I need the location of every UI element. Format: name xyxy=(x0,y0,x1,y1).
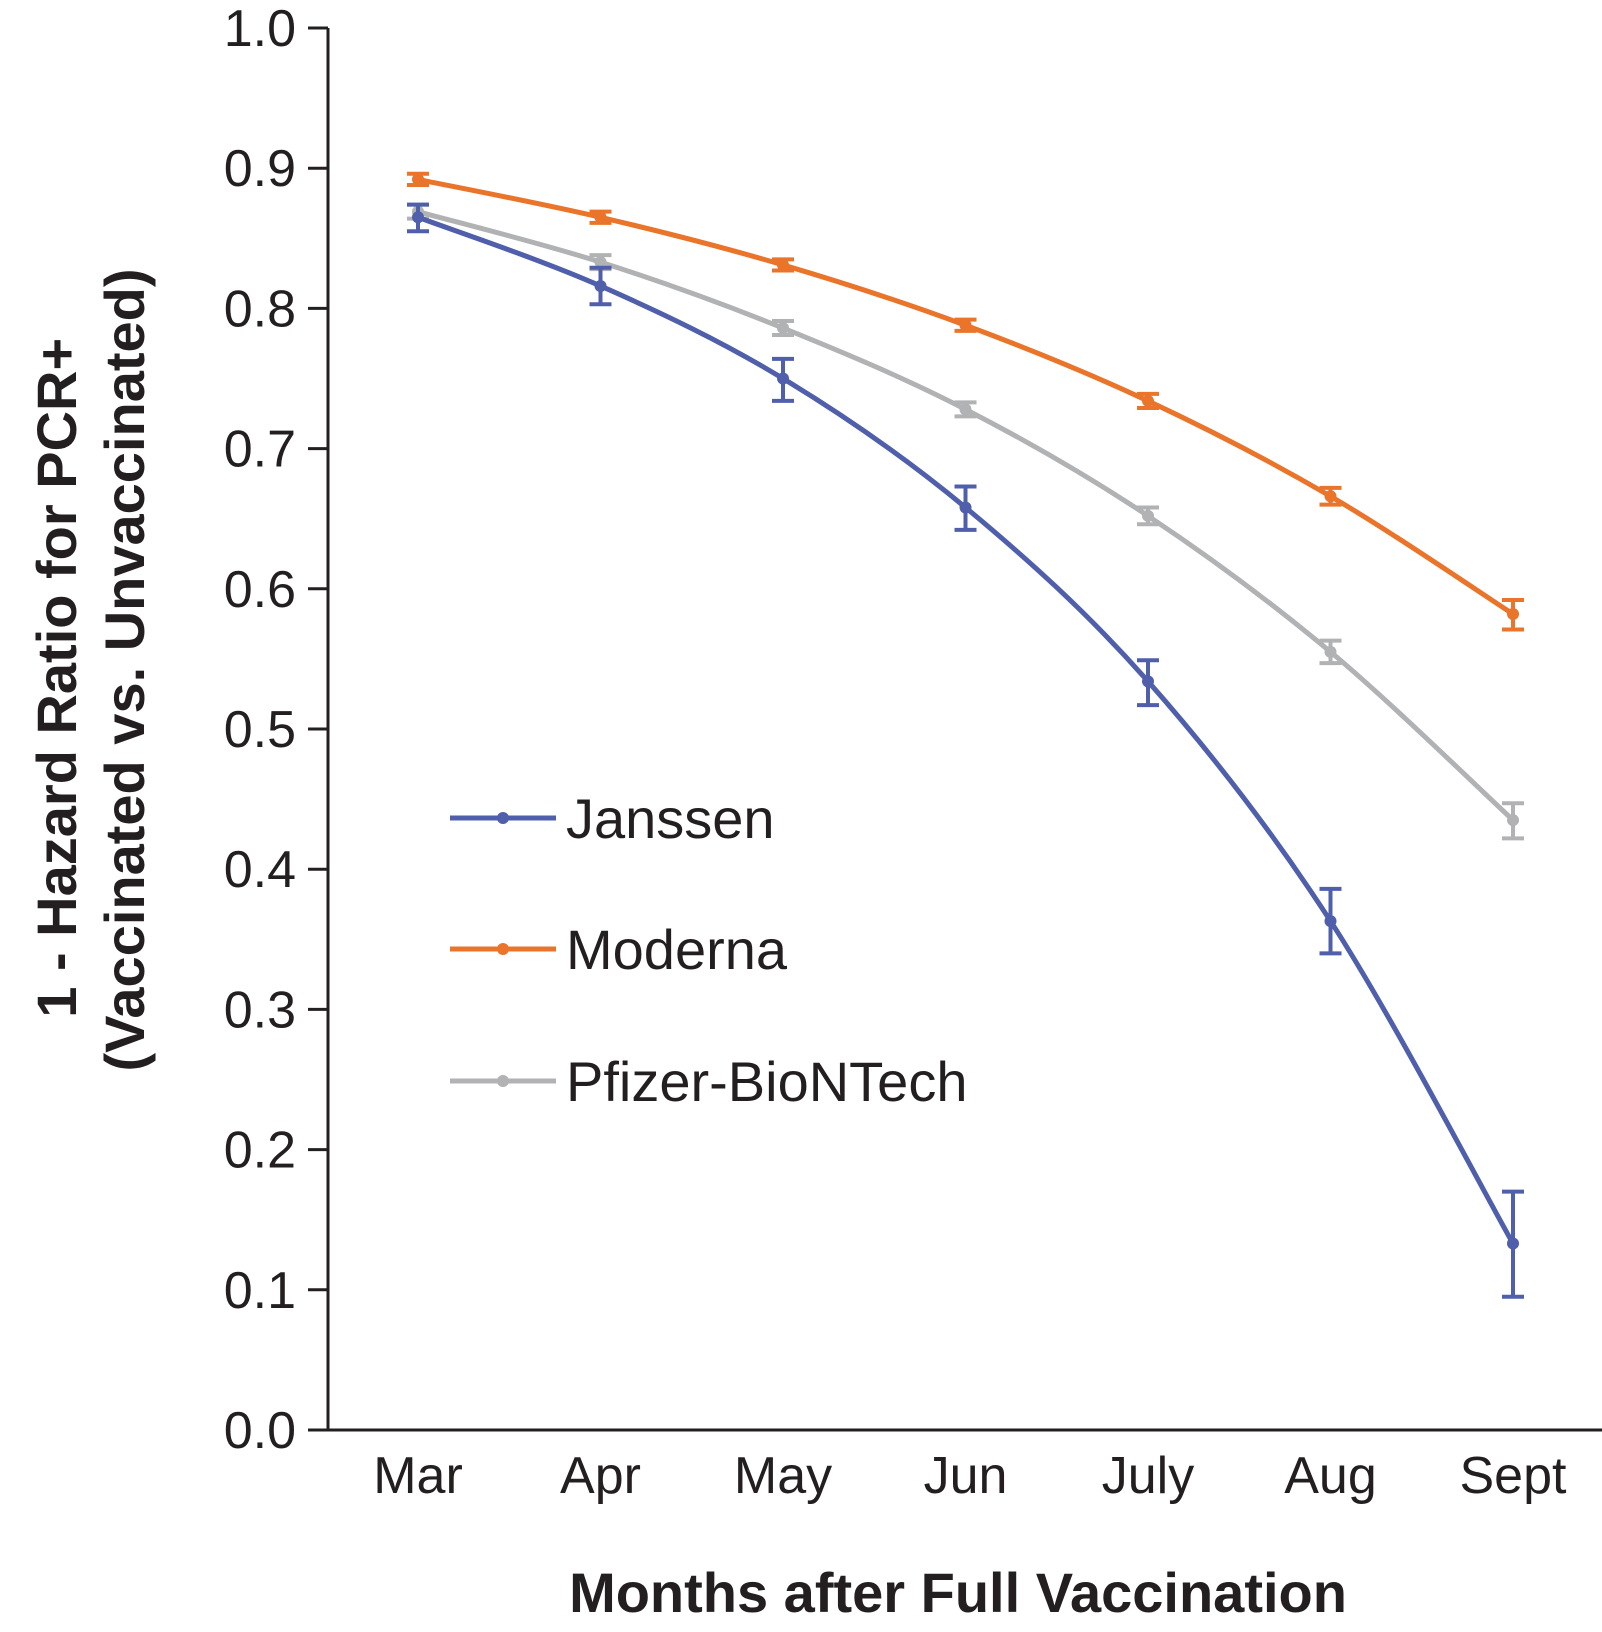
x-tick-label: July xyxy=(1102,1447,1194,1505)
y-axis-title-line2: (Vaccinated vs. Unvaccinated) xyxy=(93,268,156,1071)
legend-item-moderna: Moderna xyxy=(450,918,788,981)
y-tick-label: 1.0 xyxy=(224,0,296,58)
x-tick-label: May xyxy=(734,1447,832,1505)
data-point xyxy=(594,256,607,269)
y-axis-title: 1 - Hazard Ratio for PCR+ (Vaccinated vs… xyxy=(25,268,156,1071)
legend: Janssen Moderna Pfizer-BioNTech xyxy=(450,787,967,1113)
data-point xyxy=(1324,915,1337,928)
y-tick-label: 0.5 xyxy=(224,701,296,759)
legend-label: Pfizer-BioNTech xyxy=(566,1050,967,1113)
series-moderna xyxy=(407,171,1524,632)
data-point xyxy=(1507,1237,1519,1250)
legend-item-janssen: Janssen xyxy=(450,787,775,850)
series-line-moderna xyxy=(415,176,1516,617)
series-line-janssen xyxy=(415,214,1516,1247)
data-point xyxy=(1324,645,1337,658)
data-point xyxy=(959,319,972,332)
data-point xyxy=(1142,675,1154,688)
axes-layer xyxy=(308,28,1602,1432)
data-point xyxy=(1142,509,1154,522)
legend-label: Janssen xyxy=(566,787,775,850)
data-point xyxy=(777,372,789,385)
y-tick-label: 0.8 xyxy=(224,280,296,338)
x-tick-label: Sept xyxy=(1460,1447,1568,1505)
data-point xyxy=(1142,394,1154,407)
x-tick-label: Aug xyxy=(1284,1447,1377,1505)
data-point xyxy=(594,279,607,292)
data-point xyxy=(1507,608,1519,621)
data-point xyxy=(777,322,789,335)
data-point xyxy=(594,211,607,224)
y-tick-label: 0.1 xyxy=(224,1262,296,1320)
y-axis-title-line1: 1 - Hazard Ratio for PCR+ xyxy=(25,338,88,1018)
series-layer xyxy=(407,171,1524,1299)
y-tick-label: 0.9 xyxy=(224,140,296,198)
legend-marker xyxy=(497,1075,509,1087)
data-point xyxy=(412,173,424,186)
series-janssen xyxy=(407,202,1524,1299)
data-point xyxy=(1507,814,1519,827)
y-tick-label: 0.4 xyxy=(224,841,296,899)
y-tick-label: 0.2 xyxy=(224,1122,296,1180)
data-point xyxy=(959,403,972,416)
x-tick-label: Apr xyxy=(560,1447,641,1505)
legend-item-pfizer-biontech: Pfizer-BioNTech xyxy=(450,1050,967,1113)
y-tick-label: 0.0 xyxy=(224,1402,296,1460)
legend-marker xyxy=(497,812,509,824)
y-tick-label: 0.3 xyxy=(224,981,296,1039)
data-point xyxy=(959,501,972,514)
y-tick-label: 0.6 xyxy=(224,561,296,619)
y-ticks: 0.0 0.1 0.2 0.3 0.4 0.5 0.6 0.7 0.8 0.9 1.0 xyxy=(224,0,328,1460)
y-tick-label: 0.7 xyxy=(224,421,296,479)
data-point xyxy=(777,258,789,271)
x-axis-title: Months after Full Vaccination xyxy=(569,1561,1347,1624)
x-ticks: Mar Apr May Jun July Aug Sept xyxy=(373,1447,1567,1505)
data-point xyxy=(412,211,424,224)
x-tick-label: Jun xyxy=(924,1447,1008,1505)
x-tick-label: Mar xyxy=(373,1447,463,1505)
legend-marker xyxy=(497,943,509,955)
data-point xyxy=(1324,490,1337,503)
legend-label: Moderna xyxy=(566,918,788,981)
